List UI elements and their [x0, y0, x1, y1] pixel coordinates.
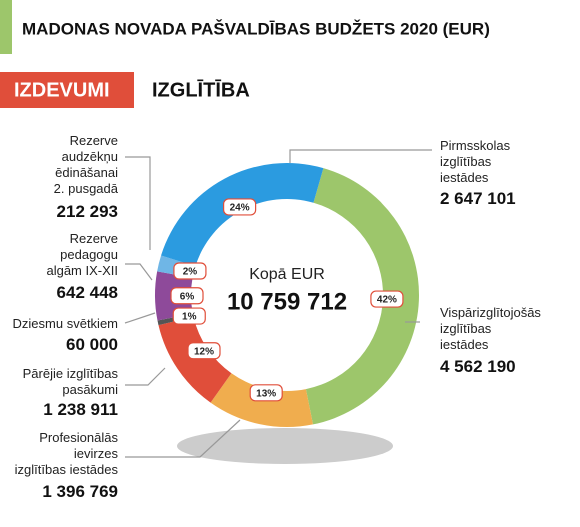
- shadow: [177, 428, 393, 464]
- leader-line: [124, 312, 156, 324]
- section: IZGLĪTĪBA: [152, 79, 250, 101]
- percent-box: [173, 262, 207, 280]
- center-label: Kopā EUR: [249, 266, 325, 283]
- percent-box: [172, 307, 206, 325]
- value-label: 60 000: [66, 335, 118, 354]
- category-label: Rezerve pedagogu algām IX-XII: [46, 231, 118, 278]
- percent-label: 12%: [194, 346, 214, 357]
- leader-line: [125, 419, 241, 458]
- header-bar: [0, 0, 12, 54]
- center-value: 10 759 712: [227, 288, 347, 315]
- percent-label: 24%: [230, 203, 250, 214]
- tag: IZDEVUMI: [14, 79, 110, 101]
- percent-label: 42%: [377, 295, 397, 306]
- percent-label: 6%: [180, 291, 195, 302]
- percent-box: [370, 290, 404, 308]
- percent-label: 13%: [256, 388, 276, 399]
- percent-box: [187, 342, 221, 360]
- percent-box: [249, 384, 283, 402]
- category-label: Pārējie izglītības pasākumi: [22, 366, 118, 397]
- category-label: Dziesmu svētkiem: [12, 316, 118, 331]
- donut-segment: [158, 316, 232, 403]
- category-label: Profesionālās ievirzes izglītības iestād…: [14, 430, 118, 477]
- value-label: 2 647 101: [440, 189, 516, 208]
- percent-box: [170, 287, 204, 305]
- category-label: Vispārizglītojošās izglītības iestādes: [440, 305, 541, 352]
- percent-label: 2%: [183, 267, 198, 278]
- leader-line: [289, 149, 432, 163]
- tag-box: [0, 72, 134, 108]
- value-label: 1 396 769: [42, 482, 118, 501]
- percent-label: 1%: [182, 312, 197, 323]
- value-label: 1 238 911: [43, 400, 118, 419]
- value-label: 212 293: [56, 202, 118, 221]
- donut-segment: [305, 168, 420, 425]
- leader-line: [125, 367, 166, 386]
- percent-box: [223, 198, 257, 216]
- category-label: Pirmsskolas izglītības iestādes: [440, 138, 511, 185]
- value-label: 4 562 190: [440, 357, 516, 376]
- leader-line: [125, 263, 153, 281]
- category-label: Rezerve audzēkņu ēdināšanai 2. pusgadā: [53, 133, 118, 196]
- leader-line: [125, 156, 151, 250]
- donut-segment: [161, 162, 324, 267]
- value-label: 642 448: [56, 283, 118, 302]
- title: MADONAS NOVADA PAŠVALDĪBAS BUDŽETS 2020 …: [22, 19, 490, 38]
